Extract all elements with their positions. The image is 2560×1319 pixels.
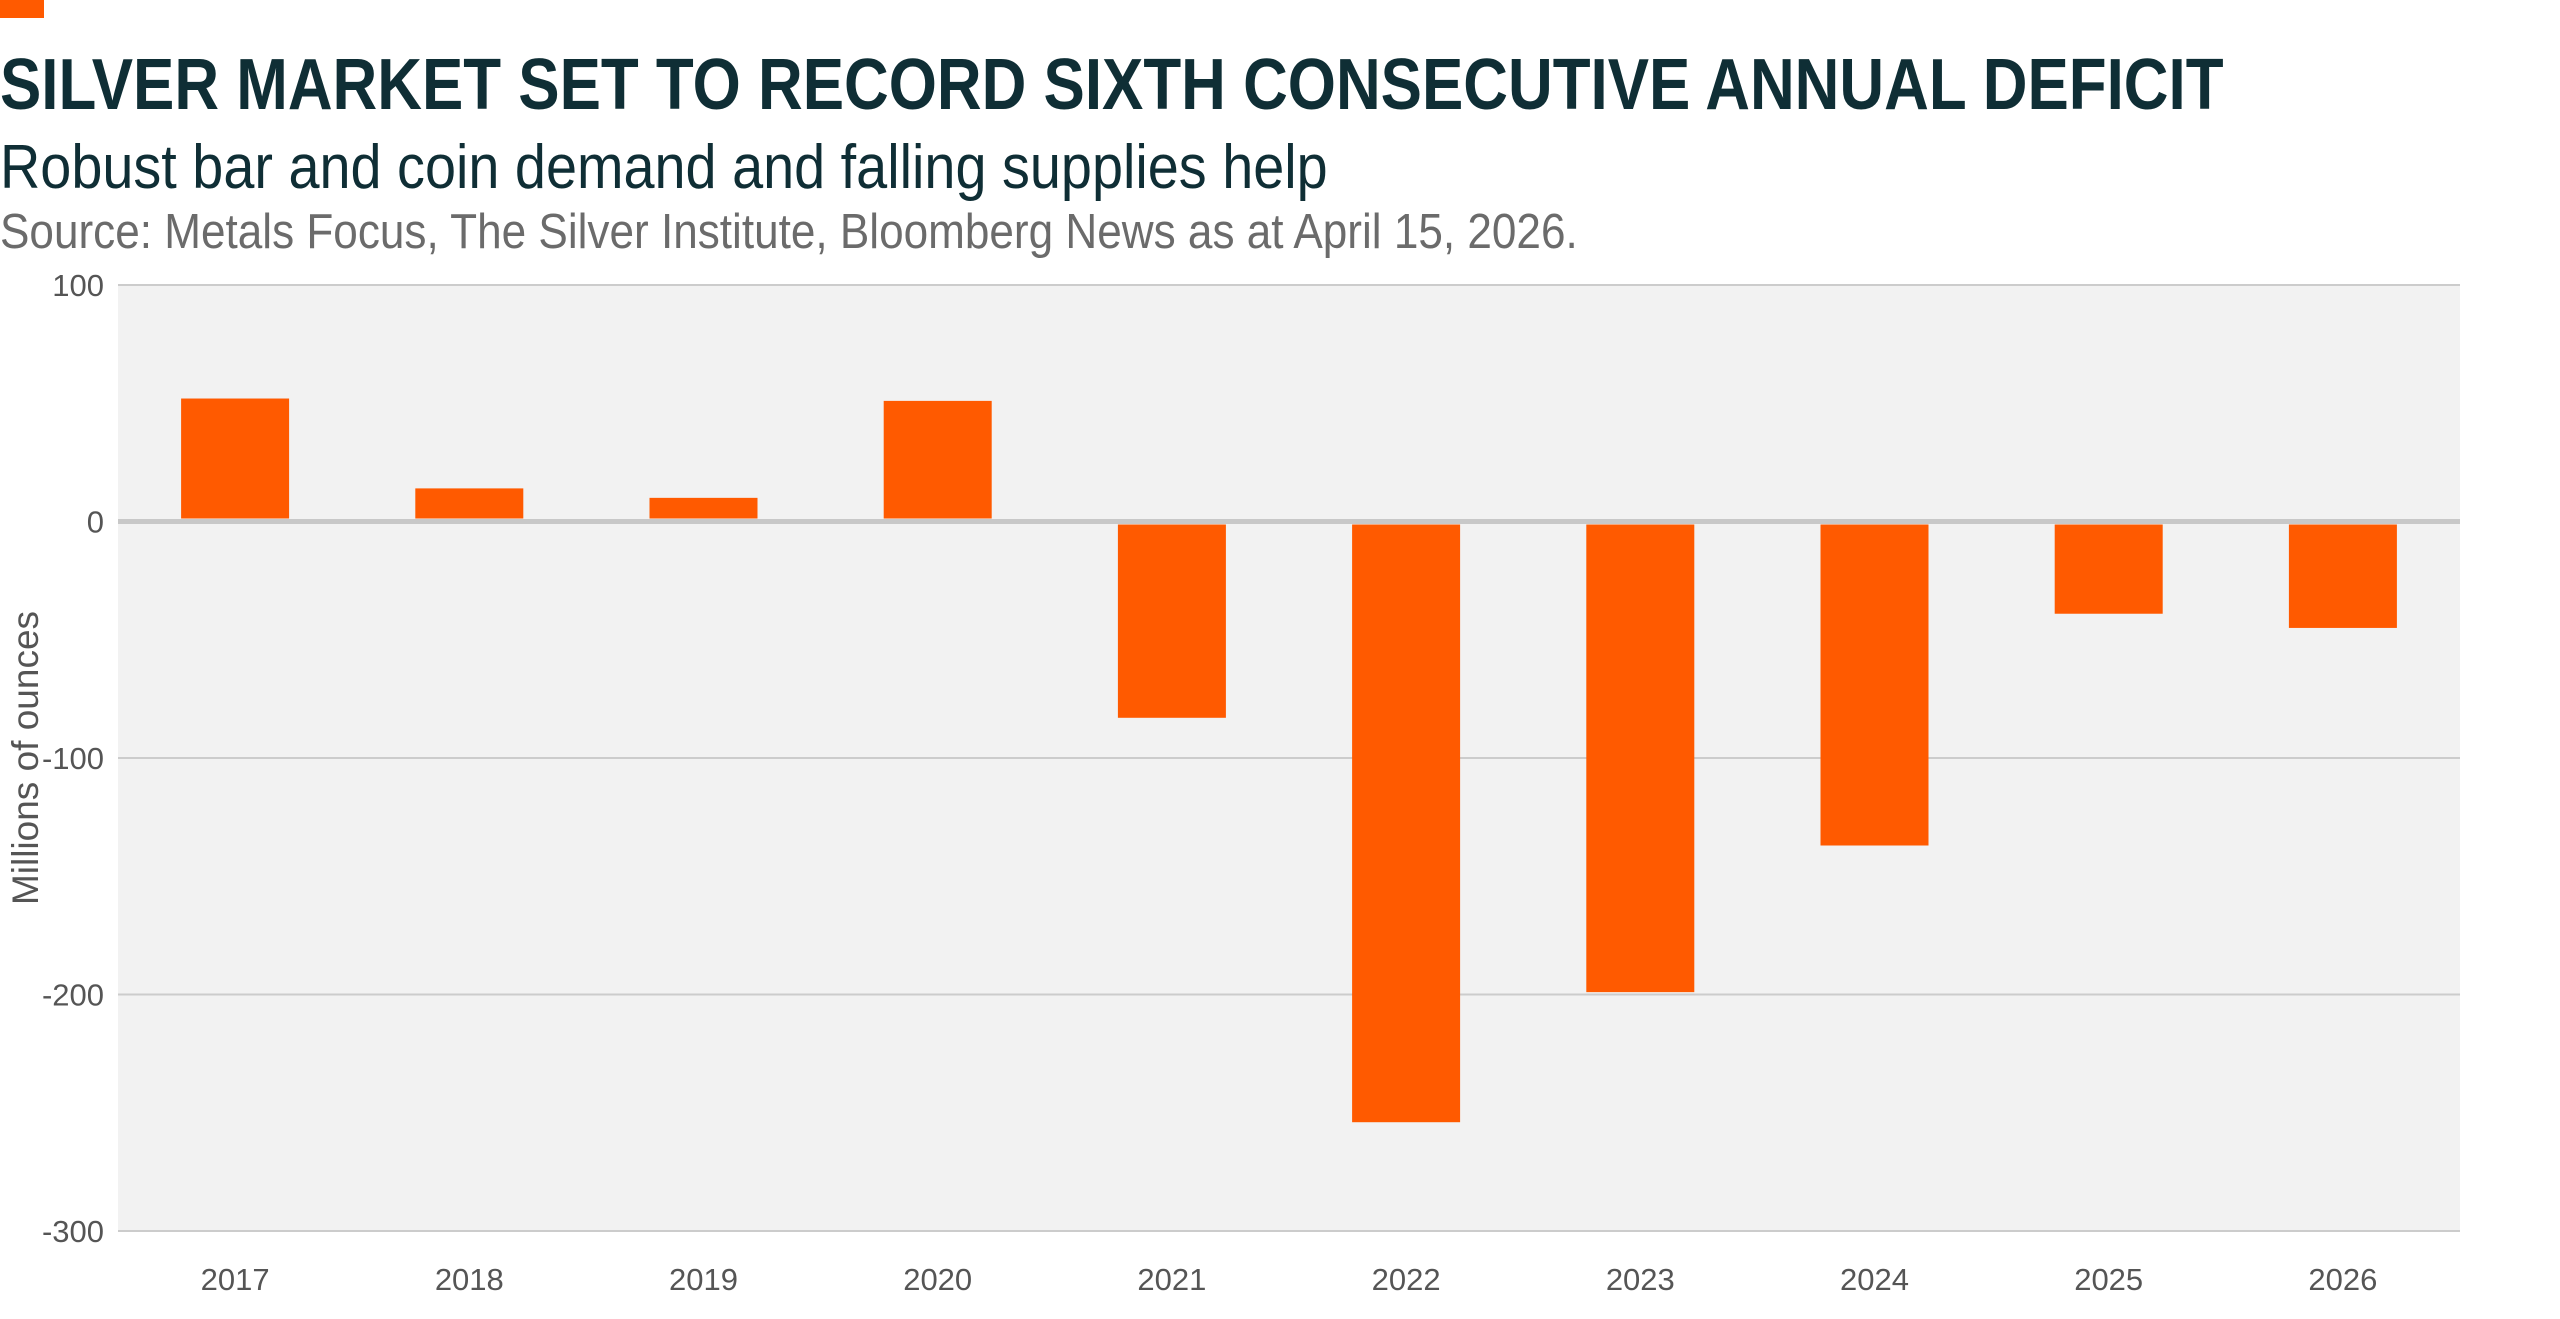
chart-subtitle: Robust bar and coin demand and falling s… xyxy=(0,133,1328,202)
y-tick-label: 100 xyxy=(52,268,104,303)
x-tick-label: 2021 xyxy=(1137,1262,1206,1297)
bar-2026 xyxy=(2288,524,2397,628)
chart-source: Source: Metals Focus, The Silver Institu… xyxy=(0,205,1578,259)
x-tick-label: 2022 xyxy=(1372,1262,1441,1297)
bar-2023 xyxy=(1586,524,1695,993)
x-tick-label: 2023 xyxy=(1606,1262,1675,1297)
x-tick-label: 2020 xyxy=(903,1262,972,1297)
y-tick-label: -100 xyxy=(42,741,104,776)
bar-2024 xyxy=(1820,524,1929,846)
bar-2022 xyxy=(1352,524,1461,1123)
x-axis-ticks: 2017 2018 2019 2020 2021 2022 2023 2024 2025 2026 xyxy=(201,1262,2378,1297)
x-tick-label: 2019 xyxy=(669,1262,738,1297)
bar-2025 xyxy=(2054,524,2163,614)
x-tick-label: 2018 xyxy=(435,1262,504,1297)
bars xyxy=(181,398,2397,1123)
y-axis-ticks: 100 0 -100 -200 -300 xyxy=(42,268,104,1249)
accent-bar xyxy=(0,0,44,18)
chart-title: SILVER MARKET SET TO RECORD SIXTH CONSEC… xyxy=(0,45,2224,125)
x-tick-label: 2026 xyxy=(2308,1262,2377,1297)
y-tick-label: -300 xyxy=(42,1214,104,1249)
y-axis-label: Millions of ounces xyxy=(5,611,46,905)
x-tick-label: 2017 xyxy=(201,1262,270,1297)
gridlines xyxy=(118,284,2460,1232)
x-tick-label: 2025 xyxy=(2074,1262,2143,1297)
y-tick-label: -200 xyxy=(42,978,104,1013)
bar-2021 xyxy=(1117,524,1226,718)
bar-2019 xyxy=(649,497,758,519)
bar-2017 xyxy=(181,398,290,519)
y-tick-label: 0 xyxy=(87,505,104,540)
x-tick-label: 2024 xyxy=(1840,1262,1909,1297)
bar-2018 xyxy=(415,488,524,519)
bar-2020 xyxy=(883,400,992,519)
